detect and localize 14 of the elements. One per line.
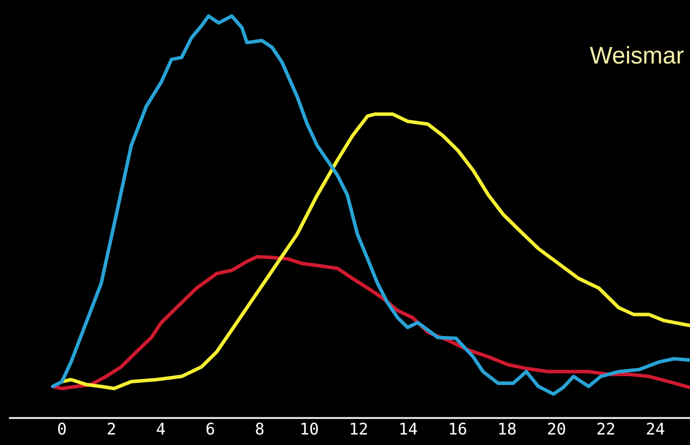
x-tick-label: 12 (349, 420, 368, 439)
x-tick-label: 16 (448, 420, 468, 439)
x-tick-label: 24 (646, 420, 666, 439)
x-tick-label: 18 (497, 420, 517, 439)
x-tick-label: 2 (106, 420, 116, 439)
x-tick-label: 10 (300, 420, 319, 439)
x-tick-label: 22 (596, 420, 616, 439)
x-tick-label: 8 (254, 420, 265, 439)
x-tick-label: 0 (57, 420, 67, 439)
x-tick-label: 4 (156, 420, 166, 439)
x-tick-label: 6 (205, 420, 216, 439)
annotation: Weismar (590, 42, 684, 70)
x-tick-label: 14 (398, 420, 418, 439)
x-tick-label: 20 (546, 420, 566, 439)
